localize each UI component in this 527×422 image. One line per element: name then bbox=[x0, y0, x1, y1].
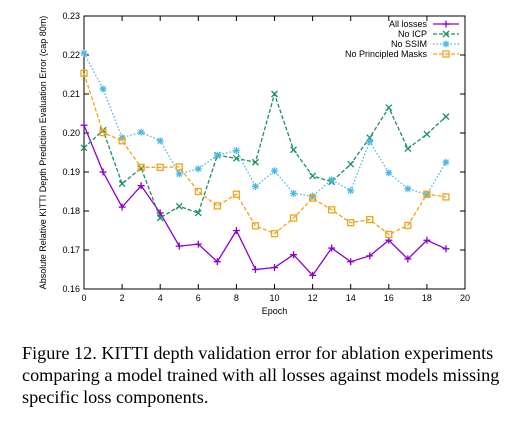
series-line-1 bbox=[83, 91, 447, 219]
data-point bbox=[309, 172, 317, 180]
legend-label: All losses bbox=[389, 19, 428, 29]
y-tick-label: 0.18 bbox=[62, 206, 80, 216]
x-tick-label: 6 bbox=[196, 293, 201, 303]
data-point bbox=[290, 190, 297, 197]
y-tick-label: 0.23 bbox=[62, 11, 80, 21]
data-point bbox=[175, 202, 183, 210]
data-point bbox=[99, 128, 107, 137]
data-point bbox=[252, 183, 259, 190]
data-point bbox=[423, 190, 431, 198]
data-point bbox=[385, 230, 393, 239]
data-point bbox=[137, 163, 145, 171]
data-point bbox=[80, 50, 88, 57]
data-point bbox=[347, 187, 354, 194]
data-point bbox=[194, 187, 202, 196]
data-point bbox=[251, 158, 259, 166]
data-point bbox=[404, 145, 412, 153]
x-tick-label: 8 bbox=[234, 293, 239, 303]
y-tick-label: 0.19 bbox=[62, 167, 80, 177]
x-tick-label: 18 bbox=[422, 293, 432, 303]
data-point bbox=[213, 202, 222, 210]
data-point bbox=[80, 144, 88, 152]
x-tick-label: 12 bbox=[308, 293, 318, 303]
data-point bbox=[118, 180, 126, 188]
legend-label: No SSIM bbox=[391, 39, 427, 49]
data-point bbox=[347, 219, 355, 227]
data-point bbox=[271, 90, 278, 98]
data-point bbox=[157, 137, 164, 144]
data-point bbox=[233, 147, 240, 154]
y-tick-label: 0.21 bbox=[62, 89, 80, 99]
series-line-2 bbox=[83, 52, 447, 197]
y-axis-label: Absolute Relative KITTI Depth Prediction… bbox=[38, 16, 48, 290]
data-point bbox=[423, 130, 431, 138]
data-point bbox=[309, 193, 316, 200]
x-axis-label: Epoch bbox=[262, 306, 288, 316]
data-point bbox=[118, 137, 126, 145]
line-chart: 0 2 4 6 8 10 12 14 16 18 20 0.16 0.17 0.18 0.19 0.20 0.2… bbox=[38, 11, 470, 316]
data-point bbox=[442, 50, 450, 58]
series-line-0 bbox=[83, 124, 447, 277]
y-tick-label: 0.22 bbox=[62, 50, 80, 60]
legend-label: No ICP bbox=[398, 29, 427, 39]
data-point bbox=[271, 167, 278, 174]
data-point bbox=[232, 190, 241, 198]
data-point bbox=[214, 152, 221, 159]
series-line-3 bbox=[83, 73, 447, 236]
data-point bbox=[290, 146, 298, 154]
y-tick-label: 0.20 bbox=[62, 128, 80, 138]
x-tick-label: 2 bbox=[120, 293, 125, 303]
data-point bbox=[366, 138, 373, 145]
data-point bbox=[176, 170, 183, 177]
data-point bbox=[385, 169, 392, 176]
figure-caption: Figure 12. KITTI depth validation error … bbox=[22, 343, 500, 407]
y-tick-label: 0.16 bbox=[62, 284, 80, 294]
data-point bbox=[366, 215, 374, 224]
x-tick-label: 20 bbox=[460, 293, 470, 303]
data-point bbox=[194, 209, 202, 217]
x-tick-label: 10 bbox=[269, 293, 279, 303]
data-point bbox=[385, 104, 393, 112]
data-point bbox=[156, 214, 164, 222]
x-tick-label: 16 bbox=[384, 293, 394, 303]
data-point bbox=[308, 194, 317, 202]
data-point bbox=[80, 69, 88, 77]
data-point bbox=[404, 221, 412, 230]
chart: 0 2 4 6 8 10 12 14 16 18 20 0.16 0.17 0.18 0.19 0.20 0.2… bbox=[38, 11, 470, 316]
data-point bbox=[442, 159, 449, 166]
data-point bbox=[251, 222, 260, 230]
y-tick-label: 0.17 bbox=[62, 245, 80, 255]
legend-label: No Principled Masks bbox=[345, 49, 428, 59]
data-point bbox=[404, 185, 411, 192]
data-point bbox=[328, 176, 335, 183]
data-point bbox=[442, 30, 450, 38]
x-tick-label: 0 bbox=[81, 293, 86, 303]
data-point bbox=[99, 126, 107, 134]
data-point bbox=[100, 85, 107, 92]
data-point bbox=[442, 193, 450, 201]
data-point bbox=[289, 214, 298, 222]
x-tick-label: 4 bbox=[158, 293, 163, 303]
data-point bbox=[347, 160, 355, 168]
data-point bbox=[232, 154, 240, 162]
data-point bbox=[442, 113, 450, 121]
data-point bbox=[175, 163, 183, 171]
data-point bbox=[156, 163, 164, 171]
data-point bbox=[327, 206, 336, 214]
data-point bbox=[442, 40, 450, 48]
data-point bbox=[270, 229, 279, 238]
data-point bbox=[195, 165, 202, 172]
data-point bbox=[138, 129, 145, 136]
x-tick-label: 14 bbox=[346, 293, 356, 303]
